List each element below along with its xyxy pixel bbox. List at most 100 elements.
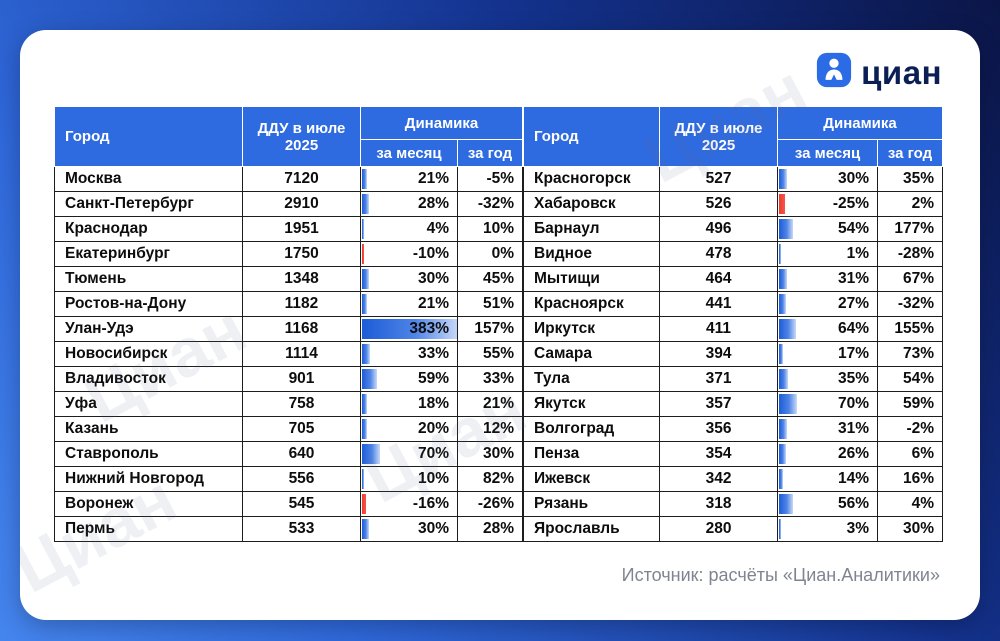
- header-ddu: ДДУ в июле 2025: [659, 106, 779, 167]
- data-tables: Город ДДУ в июле 2025 Динамика за месяц …: [54, 106, 944, 542]
- table-row: Москва 7120 21% -5%: [54, 166, 524, 192]
- month-change-cell: 64%: [777, 316, 879, 342]
- city-cell: Якутск: [523, 391, 661, 417]
- city-cell: Улан-Удэ: [54, 316, 243, 342]
- city-cell: Ижевск: [523, 466, 661, 492]
- ddu-cell: 7120: [242, 166, 361, 192]
- year-change-cell: 0%: [456, 241, 524, 267]
- table-row: Новосибирск 1114 33% 55%: [54, 341, 524, 367]
- year-change-cell: 21%: [456, 391, 524, 417]
- ddu-cell: 394: [659, 341, 779, 367]
- city-cell: Пенза: [523, 441, 661, 467]
- ddu-cell: 556: [242, 466, 361, 492]
- ddu-cell: 478: [659, 241, 779, 267]
- month-change-value: 3%: [846, 520, 870, 537]
- header-city: Город: [54, 106, 243, 167]
- data-bar: [362, 294, 368, 314]
- table-row: Ижевск 342 14% 16%: [523, 466, 944, 492]
- ddu-cell: 545: [242, 491, 361, 517]
- month-change-cell: 56%: [777, 491, 879, 517]
- data-bar: [779, 519, 782, 539]
- month-change-value: 35%: [837, 370, 870, 387]
- ddu-cell: 1750: [242, 241, 361, 267]
- city-cell: Казань: [54, 416, 243, 442]
- month-change-cell: -16%: [360, 491, 458, 517]
- city-cell: Пермь: [54, 516, 243, 542]
- data-bar: [779, 294, 786, 314]
- data-bar: [362, 319, 457, 339]
- month-change-cell: 54%: [777, 216, 879, 242]
- month-change-cell: 30%: [777, 166, 879, 192]
- table-row: Ставрополь 640 70% 30%: [54, 441, 524, 467]
- header-city: Город: [523, 106, 661, 167]
- month-change-cell: 70%: [360, 441, 458, 467]
- header-year: за год: [456, 139, 524, 167]
- data-bar: [362, 344, 371, 364]
- ddu-cell: 1348: [242, 266, 361, 292]
- city-cell: Екатеринбург: [54, 241, 243, 267]
- year-change-cell: 6%: [877, 441, 944, 467]
- table-row: Тюмень 1348 30% 45%: [54, 266, 524, 292]
- month-change-value: 20%: [417, 420, 449, 437]
- city-cell: Воронеж: [54, 491, 243, 517]
- city-cell: Нижний Новгород: [54, 466, 243, 492]
- table-row: Екатеринбург 1750 -10% 0%: [54, 241, 524, 267]
- month-change-value: 1%: [846, 245, 870, 262]
- city-cell: Волгоград: [523, 416, 661, 442]
- month-change-value: 27%: [837, 295, 870, 312]
- table-row: Мытищи 464 31% 67%: [523, 266, 944, 292]
- year-change-cell: 10%: [456, 216, 524, 242]
- header-dynamics: Динамика: [359, 106, 524, 140]
- data-bar: [779, 244, 782, 264]
- ddu-cell: 342: [659, 466, 779, 492]
- year-change-cell: -2%: [877, 416, 944, 442]
- table-row: Улан-Удэ 1168 383% 157%: [54, 316, 524, 342]
- month-change-cell: 383%: [360, 316, 458, 342]
- table-row: Пенза 354 26% 6%: [523, 441, 944, 467]
- ddu-cell: 441: [659, 291, 779, 317]
- month-change-cell: 59%: [360, 366, 458, 392]
- ddu-cell: 356: [659, 416, 779, 442]
- data-bar: [362, 519, 370, 539]
- ddu-cell: 758: [242, 391, 361, 417]
- month-change-value: 14%: [837, 470, 870, 487]
- table-row: Видное 478 1% -28%: [523, 241, 944, 267]
- month-change-cell: -25%: [777, 191, 879, 217]
- ddu-cell: 1168: [242, 316, 361, 342]
- month-change-value: 70%: [837, 395, 870, 412]
- cian-logo-text: циан: [861, 54, 942, 91]
- ddu-cell: 354: [659, 441, 779, 467]
- month-change-value: 56%: [837, 495, 870, 512]
- month-change-value: 70%: [417, 445, 449, 462]
- table-row: Уфа 758 18% 21%: [54, 391, 524, 417]
- city-cell: Тюмень: [54, 266, 243, 292]
- header-month: за месяц: [777, 139, 879, 167]
- city-cell: Хабаровск: [523, 191, 661, 217]
- city-cell: Уфа: [54, 391, 243, 417]
- ddu-cell: 1951: [242, 216, 361, 242]
- city-cell: Мытищи: [523, 266, 661, 292]
- data-bar: [779, 444, 786, 464]
- month-change-cell: 27%: [777, 291, 879, 317]
- source-note: Источник: расчёты «Циан.Аналитики»: [621, 565, 940, 585]
- table-row: Хабаровск 526 -25% 2%: [523, 191, 944, 217]
- month-change-cell: -10%: [360, 241, 458, 267]
- month-change-value: 30%: [417, 520, 449, 537]
- year-change-cell: 155%: [877, 316, 944, 342]
- data-bar: [779, 369, 789, 389]
- table-row: Красногорск 527 30% 35%: [523, 166, 944, 192]
- month-change-cell: 70%: [777, 391, 879, 417]
- ddu-cell: 496: [659, 216, 779, 242]
- month-change-value: 21%: [417, 295, 449, 312]
- month-change-cell: 10%: [360, 466, 458, 492]
- ddu-cell: 533: [242, 516, 361, 542]
- month-change-cell: 14%: [777, 466, 879, 492]
- data-bar: [779, 469, 783, 489]
- city-cell: Тула: [523, 366, 661, 392]
- city-cell: Красноярск: [523, 291, 661, 317]
- month-change-value: 33%: [417, 345, 449, 362]
- year-change-cell: 28%: [456, 516, 524, 542]
- table-row: Волгоград 356 31% -2%: [523, 416, 944, 442]
- year-change-cell: -28%: [877, 241, 944, 267]
- year-change-cell: 4%: [877, 491, 944, 517]
